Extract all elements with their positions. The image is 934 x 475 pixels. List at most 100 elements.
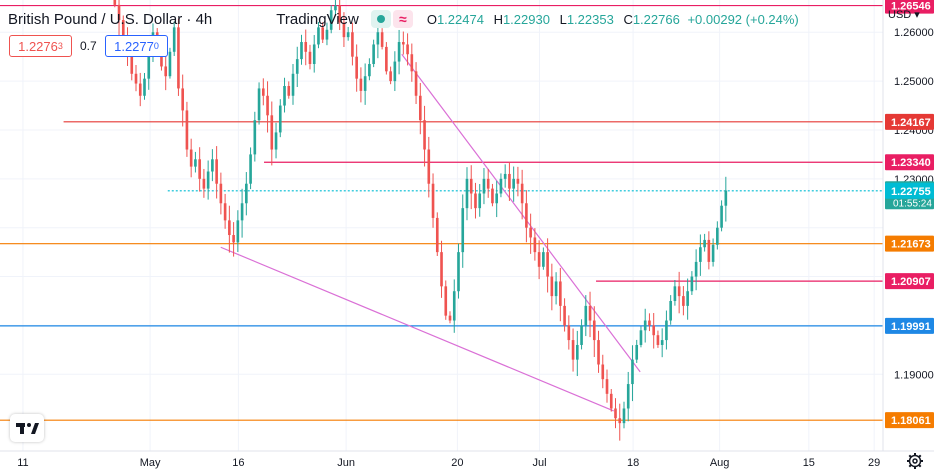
candle-body	[278, 105, 282, 133]
candle-body	[418, 95, 422, 121]
candle-body	[143, 78, 146, 96]
candle-body	[609, 393, 613, 409]
candle-body	[478, 193, 482, 209]
candle-body	[673, 286, 677, 301]
candle-body	[215, 159, 218, 184]
candle-body	[703, 239, 706, 248]
candle-body	[194, 159, 197, 167]
x-tick-label: 18	[627, 457, 639, 469]
candle-body	[605, 379, 609, 394]
candle-body	[304, 42, 308, 52]
price-axis[interactable]	[883, 0, 934, 451]
candle-body	[559, 281, 562, 306]
candle-body	[724, 190, 728, 206]
sell-price: 1.2276	[18, 38, 58, 54]
candle-body	[334, 5, 337, 11]
candle-body	[499, 178, 503, 194]
candle-body	[469, 178, 473, 194]
candle-body	[219, 183, 223, 204]
candle-body	[631, 359, 634, 385]
price-label: 1.20907	[891, 276, 931, 288]
candle-body	[372, 44, 375, 65]
x-tick-label: Jun	[337, 457, 355, 469]
buy-button[interactable]: 1.2277 0	[105, 35, 168, 57]
candle-body	[168, 51, 172, 77]
candle-body	[452, 291, 456, 321]
tv-logo-icon	[16, 423, 39, 434]
x-tick-label: Jul	[532, 457, 546, 469]
candle-body	[711, 244, 715, 262]
candle-body	[410, 54, 414, 72]
candle-body	[329, 10, 333, 30]
candle-body	[406, 44, 409, 55]
candle-body	[512, 178, 515, 189]
sell-button[interactable]: 1.2276 3	[9, 35, 72, 57]
candle-body	[223, 203, 227, 221]
candle-body	[444, 286, 448, 316]
symbol-title[interactable]: British Pound / U.S. Dollar · 4h	[8, 10, 213, 28]
candle-body	[656, 335, 660, 345]
tradingview-logo[interactable]	[10, 414, 44, 442]
candle-body	[525, 203, 528, 228]
gear-icon[interactable]	[906, 452, 924, 470]
ohlc-close: 1.22766	[632, 11, 680, 27]
candle-body	[346, 32, 350, 38]
price-label: 1.19991	[891, 321, 931, 333]
candle-body	[465, 178, 469, 209]
candle-body	[508, 173, 511, 189]
candle-body	[495, 193, 499, 204]
candle-body	[537, 252, 541, 267]
price-label: 1.21673	[891, 239, 931, 251]
candle-body	[550, 276, 554, 297]
ohlc-change: +0.00292 (+0.24%)	[687, 11, 799, 27]
x-tick-label: 16	[232, 457, 244, 469]
ohlc-values: O1.22474 H1.22930 L1.22353 C1.22766 +0.0…	[427, 12, 799, 27]
candle-body	[189, 149, 193, 167]
candle-body	[639, 330, 643, 345]
y-tick-label: 1.19000	[894, 369, 934, 381]
candle-body	[571, 340, 575, 360]
x-tick-label: 11	[17, 457, 28, 469]
candle-body	[648, 320, 651, 326]
candle-body	[682, 296, 685, 306]
candle-body	[427, 149, 431, 184]
candle-body	[236, 220, 240, 243]
price-label: 1.24167	[891, 117, 931, 129]
candle-body	[542, 252, 545, 267]
currency-selector[interactable]: USD ▾	[888, 8, 920, 21]
x-tick-label: Aug	[710, 457, 730, 469]
price-label: 1.18061	[891, 415, 931, 427]
candle-body	[232, 235, 235, 243]
candle-body	[147, 54, 151, 79]
price-label: 1.22755	[891, 186, 931, 198]
candle-body	[211, 159, 214, 172]
candle-body	[546, 252, 549, 277]
candle-body	[529, 227, 532, 238]
candle-body	[300, 42, 303, 60]
candle-body	[457, 252, 460, 292]
candle-body	[643, 320, 647, 331]
buy-price: 1.2277	[114, 38, 154, 54]
candle-body	[575, 344, 579, 360]
sell-price-pip: 3	[57, 41, 63, 51]
candle-body	[516, 178, 520, 184]
candle-body	[563, 305, 566, 326]
x-tick-label: 20	[451, 457, 463, 469]
x-tick-label: May	[140, 457, 161, 469]
candle-body	[363, 76, 367, 91]
candle-body	[253, 120, 257, 155]
candle-body	[584, 305, 588, 326]
candle-body	[686, 291, 689, 306]
candle-body	[338, 5, 342, 23]
candle-body	[261, 88, 265, 96]
candle-body	[389, 71, 392, 82]
candle-body	[342, 22, 346, 38]
time-axis[interactable]	[0, 451, 883, 475]
candle-body	[669, 300, 672, 321]
candle-body	[720, 205, 723, 228]
candle-body	[287, 85, 291, 96]
candle-body	[694, 261, 698, 277]
candle-body	[652, 325, 656, 336]
